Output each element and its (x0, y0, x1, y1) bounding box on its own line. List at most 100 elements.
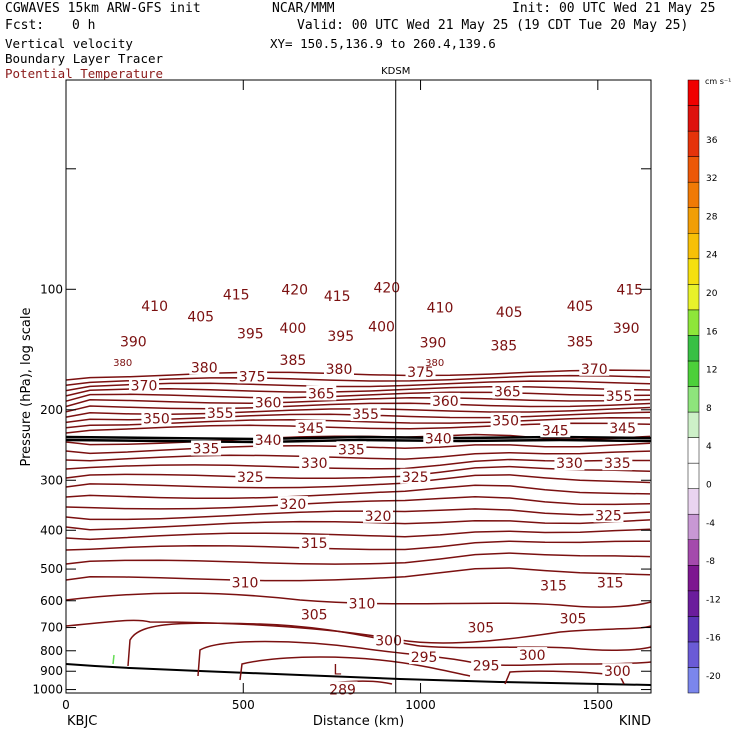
contour-label: 295 (473, 658, 500, 674)
contour-label-bg (400, 468, 431, 484)
theta-contours (65, 369, 652, 685)
colorbar-segment (687, 616, 700, 643)
theta-contour-line (65, 552, 651, 565)
valid-time: Valid: 00 UTC Wed 21 May 25 (19 CDT Tue … (297, 18, 689, 33)
colorbar: -20 -16 -12 -8 -4 0 4 8 12 16 20 24 28 32 36 cm s⁻¹ (687, 77, 731, 694)
x-tick-label: 1500 (583, 698, 614, 712)
station-marker-label: KDSM (381, 66, 410, 77)
contour-label: 340 (425, 432, 452, 448)
contour-label: 405 (496, 305, 523, 321)
contour-label: 375 (239, 369, 266, 385)
contour-label: 300 (375, 634, 402, 650)
colorbar-level-label: 8 (706, 404, 712, 414)
contour-label-bg (205, 405, 236, 421)
low-marker: L (333, 662, 341, 678)
contour-label-bg (602, 663, 633, 679)
plot-border (65, 79, 652, 694)
colorbar-segment (687, 411, 700, 438)
contour-label-bg (614, 281, 645, 297)
contour-label: 310 (349, 597, 376, 613)
contour-label-bg (299, 606, 330, 622)
contour-label: 380 (191, 361, 218, 377)
contour-label: 335 (338, 442, 365, 458)
contour-label: 375 (407, 365, 434, 381)
plot-frame: KDSM (65, 66, 652, 694)
colorbar-segment (687, 667, 700, 694)
contour-label: 395 (327, 329, 354, 345)
contour-label: 305 (301, 608, 328, 624)
contour-label: 335 (193, 442, 220, 458)
contour-label: 365 (308, 386, 335, 402)
contour-label: 415 (616, 282, 643, 298)
right-station-label: KIND (619, 714, 651, 729)
contour-label-bg (141, 410, 172, 426)
contour-label: 390 (613, 321, 640, 337)
colorbar-level-label: 12 (706, 366, 717, 376)
theta-contour-line (197, 640, 652, 677)
colorbar-segment (687, 565, 700, 592)
contour-label: 345 (542, 423, 569, 439)
contour-label: 325 (595, 508, 622, 524)
org-label: NCAR/MMM (272, 1, 335, 16)
y-tick-label: 700 (40, 621, 63, 635)
contour-label-bg (538, 577, 569, 593)
contour-label: 345 (609, 421, 636, 437)
contour-label: 325 (237, 470, 264, 486)
contour-label: 355 (352, 407, 379, 423)
colorbar-segment (687, 309, 700, 336)
theta-contour-line (65, 540, 651, 551)
contour-label: 315 (597, 575, 624, 591)
contour-label: 385 (280, 353, 307, 369)
contour-label-bg (494, 304, 525, 320)
contour-label: 330 (301, 456, 328, 472)
tropopause-label: 380 (425, 358, 444, 369)
contour-label-bg (336, 441, 367, 457)
contour-label-bg (277, 320, 308, 336)
theta-contour-line (65, 465, 651, 479)
contour-label: 390 (420, 336, 447, 352)
contour-label: 315 (301, 536, 328, 552)
tropopause-line (65, 438, 652, 444)
theta-contour-line (127, 622, 652, 667)
y-tick-label: 600 (40, 594, 63, 608)
contour-label-bg (611, 320, 642, 336)
tropopause-label: 380 (113, 358, 132, 369)
colorbar-segment (687, 513, 700, 540)
contour-label-bg (325, 328, 356, 344)
contour-label: 289 (329, 683, 356, 699)
contour-label-bg (492, 383, 523, 399)
contour-label-bg (253, 394, 284, 410)
contour-label: 400 (280, 321, 307, 337)
contour-label: 320 (365, 509, 392, 525)
contour-label-bg (417, 334, 448, 350)
colorbar-level-label: 32 (706, 174, 717, 184)
colorbar-level-label: -16 (706, 634, 721, 644)
y-tick-label: 200 (40, 403, 63, 417)
contour-label-bg (593, 507, 624, 523)
colorbar-segment (687, 360, 700, 387)
y-tick-label: 500 (40, 562, 63, 576)
contour-label-bg (235, 468, 266, 484)
contour-label: 405 (187, 310, 214, 326)
contour-label-bg (371, 279, 402, 295)
colorbar-level-label: 0 (706, 481, 712, 491)
colorbar-segment (687, 386, 700, 413)
contour-label-bg (595, 574, 626, 590)
contour-label: 405 (567, 299, 594, 315)
contour-label: 420 (281, 282, 308, 298)
contour-label-bg (602, 455, 633, 471)
colorbar-segment (687, 437, 700, 464)
contour-label-bg (517, 647, 548, 663)
contour-label: 300 (519, 648, 546, 664)
colorbar-segment (687, 641, 700, 668)
contour-label-bg (579, 360, 610, 376)
colorbar-segment (687, 258, 700, 285)
theta-contour-line (65, 484, 651, 500)
y-tick-label: 900 (40, 664, 63, 678)
contour-label: 355 (207, 406, 234, 422)
contour-label: 365 (494, 384, 521, 400)
colorbar-segment (687, 488, 700, 515)
contour-label-bg (299, 455, 330, 471)
theta-contour-line (239, 656, 471, 681)
colorbar-level-label: -20 (706, 672, 721, 682)
